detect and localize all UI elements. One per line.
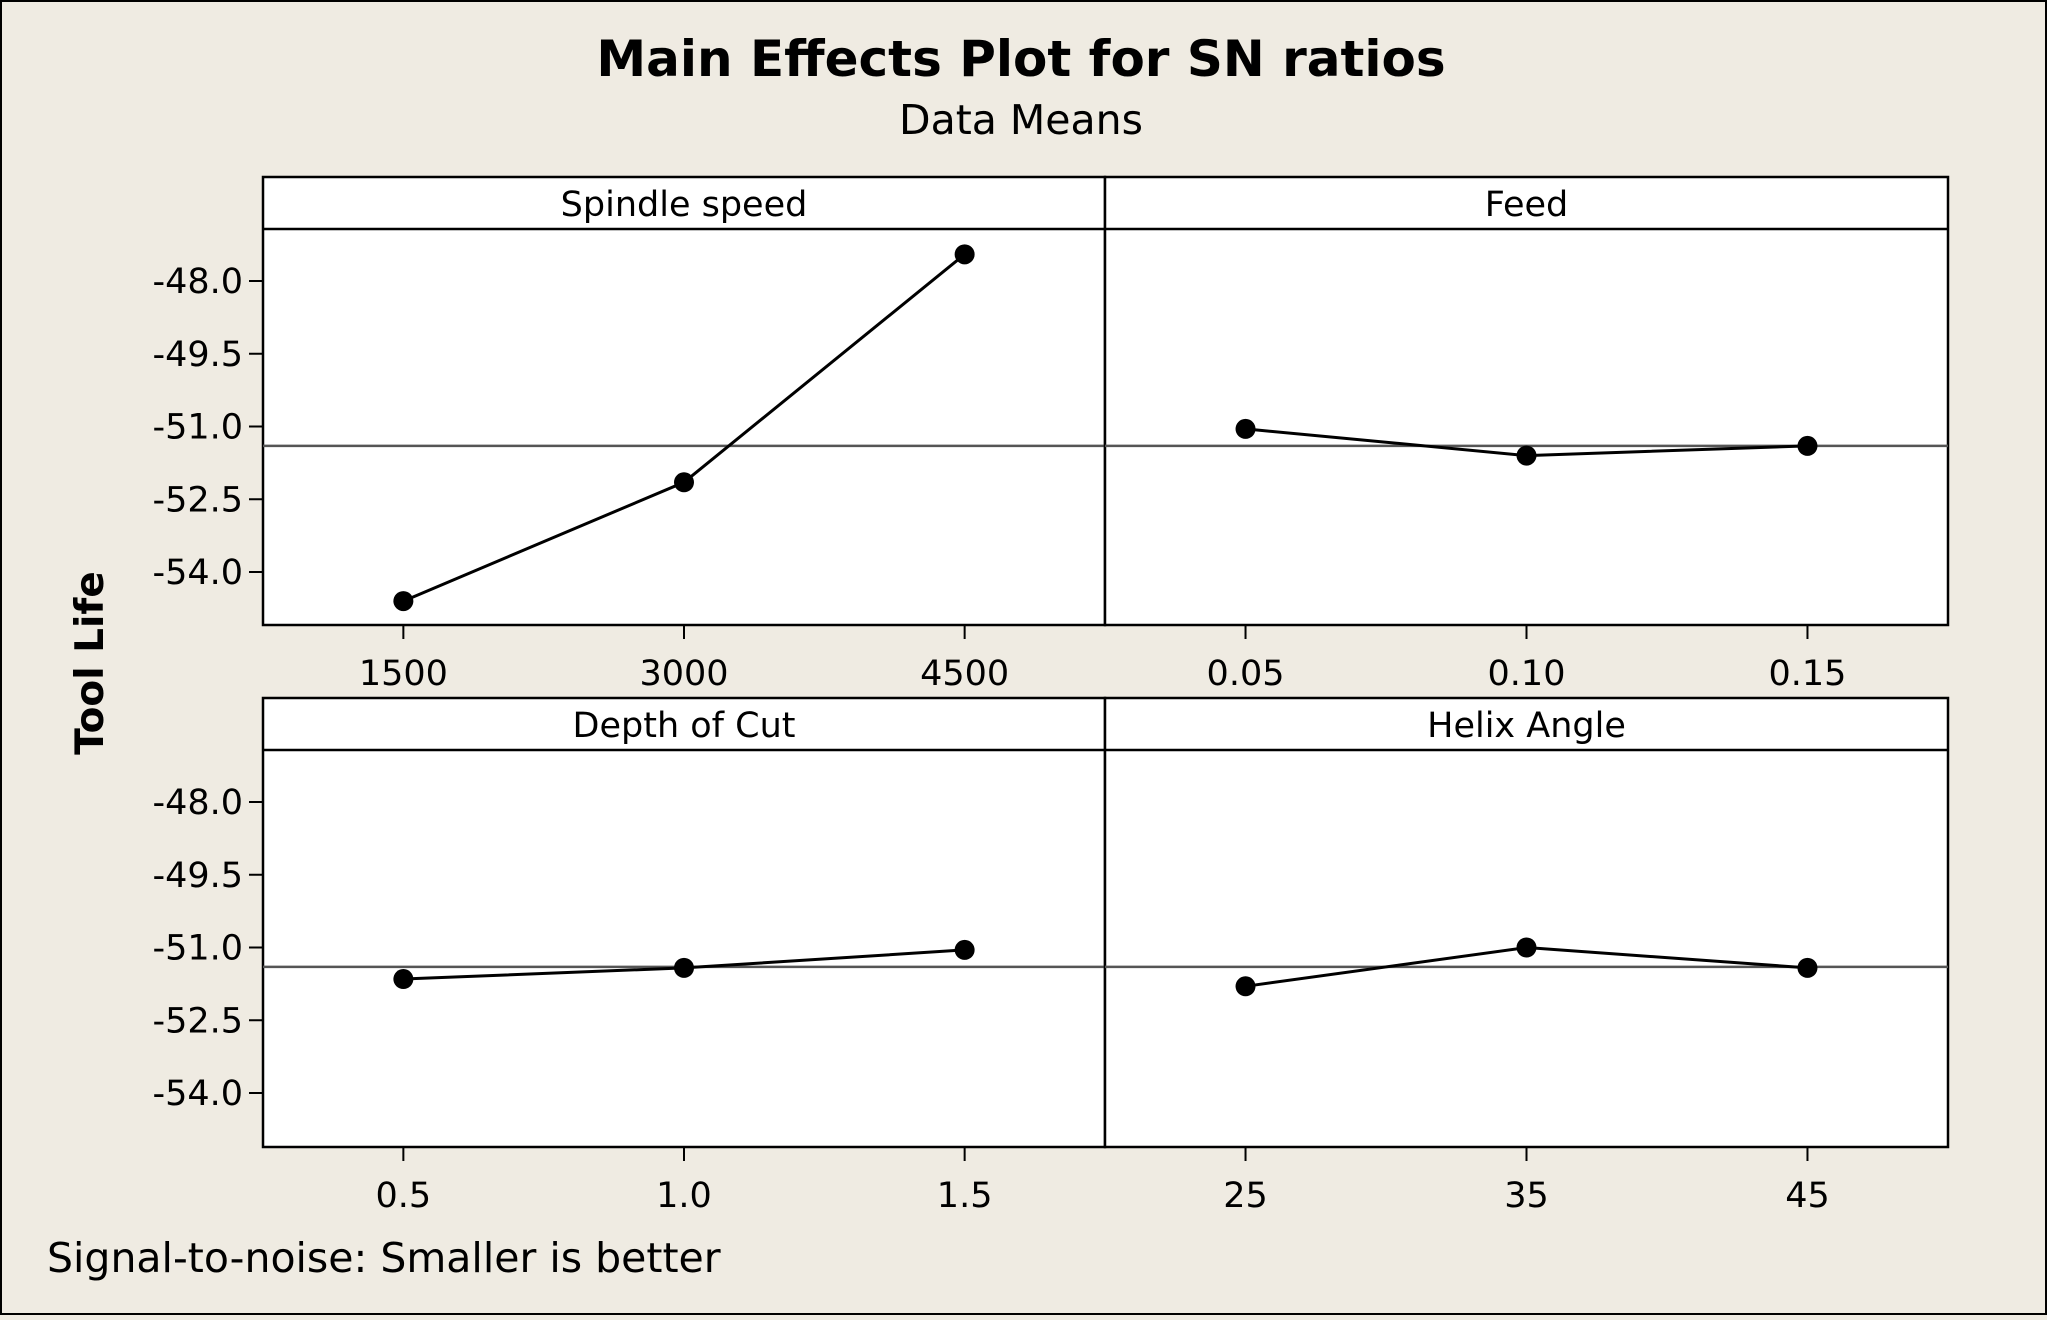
y-tick-label: -49.5 [152,856,243,896]
data-point [1235,418,1256,439]
x-tick-label: 3000 [639,654,728,694]
data-point [1516,937,1537,958]
panel-frame [261,696,1107,1149]
panel-spindle-speed: Spindle speed -48.0 -49.5 -51.0 -52.5 -54.0 15… [152,175,1107,694]
strip-label: Helix Angle [1427,706,1626,746]
panel-frame [1103,696,1950,1149]
y-tick-label: -54.0 [152,1074,243,1114]
panel-helix-angle: Helix Angle 25 35 45 [1103,696,1950,1216]
data-point [674,957,694,978]
x-tick-label: 0.5 [376,1176,432,1216]
x-tick-label: 1.0 [656,1176,712,1216]
data-point [674,472,694,493]
panel-depth-of-cut: Depth of Cut -48.0 -49.5 -51.0 -52.5 -54.0 0.5… [152,696,1107,1216]
y-tick-label: -48.0 [152,262,243,302]
y-tick-label: -54.0 [152,553,243,593]
y-tick-label: -52.5 [152,480,243,520]
y-axis-label: Tool Life [68,571,113,755]
footer-note: Signal-to-noise: Smaller is better [47,1234,721,1282]
y-tick-label: -52.5 [152,1001,243,1041]
data-point [393,591,414,612]
data-point [393,969,414,990]
x-tick-label: 35 [1504,1176,1549,1216]
x-tick-label: 45 [1785,1176,1830,1216]
panel-frame [1103,175,1950,627]
chart-title: Main Effects Plot for SN ratios [596,30,1445,88]
strip-label: Feed [1485,185,1569,225]
x-tick-label: 1.5 [937,1176,993,1216]
panel-grid: Spindle speed -48.0 -49.5 -51.0 -52.5 -54.0 15… [152,175,1950,1216]
x-tick-label: 1500 [359,654,448,694]
x-tick-label: 0.05 [1207,654,1285,694]
strip-label: Depth of Cut [573,706,796,746]
chart-subtitle: Data Means [899,96,1143,144]
y-tick-label: -51.0 [152,408,243,448]
data-point [1235,976,1256,997]
y-tick-label: -51.0 [152,929,243,969]
panel-frame [261,175,1107,627]
strip-label: Spindle speed [561,185,808,225]
data-point [1797,435,1818,456]
y-tick-label: -48.0 [152,783,243,823]
data-point [1516,445,1537,466]
x-tick-label: 0.10 [1488,654,1566,694]
data-point [954,939,975,960]
y-tick-label: -49.5 [152,335,243,375]
data-point [954,244,975,265]
x-tick-label: 25 [1223,1176,1268,1216]
x-tick-label: 4500 [920,654,1009,694]
data-point [1797,957,1818,978]
panel-feed: Feed 0.05 0.10 0.15 [1103,175,1950,694]
x-tick-label: 0.15 [1769,654,1847,694]
